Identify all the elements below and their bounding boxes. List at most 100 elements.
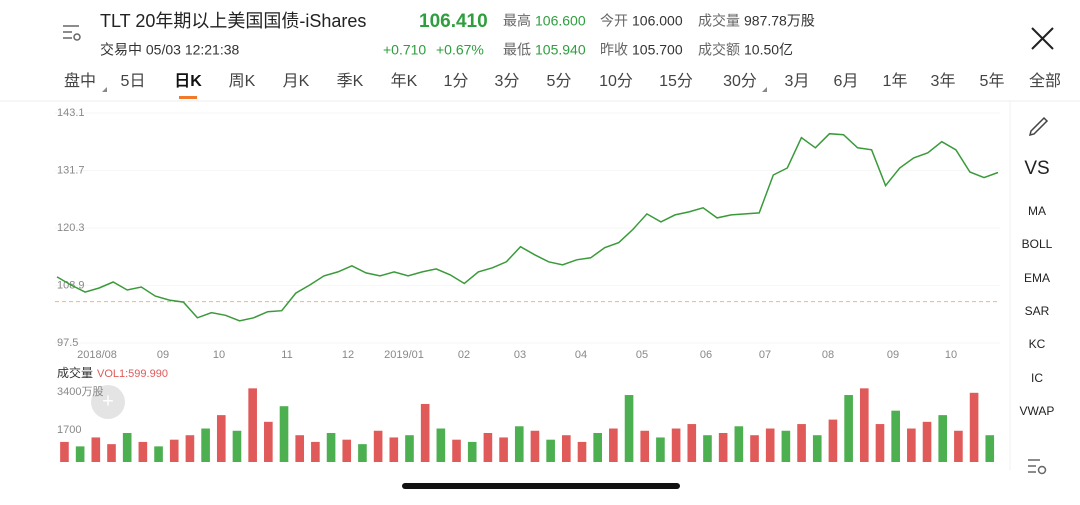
stat-value: 105.940 (535, 42, 586, 58)
tab[interactable]: 3年 (931, 72, 956, 90)
indicator[interactable]: EMA (1024, 271, 1050, 285)
stat-value: 106.000 (632, 13, 683, 29)
volume-bar (593, 432, 602, 462)
tab[interactable]: 盘中 (64, 71, 96, 90)
add-button[interactable] (91, 385, 125, 419)
tab[interactable]: 3月 (785, 73, 810, 90)
volume-bar (169, 439, 179, 462)
volume-bar (624, 395, 634, 462)
y-tick-label: 131.7 (57, 164, 85, 176)
tab[interactable]: 年K (391, 72, 418, 90)
volume-bar (562, 435, 571, 462)
tab[interactable]: 全部 (1029, 72, 1061, 90)
tab[interactable]: 10分 (599, 72, 633, 90)
stat-label: 成交量 (698, 13, 740, 29)
volume-bar (546, 439, 555, 462)
tab-dropdown (102, 87, 107, 92)
settings-icon[interactable] (1028, 459, 1047, 475)
stat-label: 最低 (503, 42, 531, 58)
edit-icon[interactable] (1028, 116, 1049, 137)
stat-label: 昨收 (600, 42, 628, 58)
tab[interactable]: 3分 (495, 72, 520, 90)
volume-bar (405, 435, 414, 462)
x-tick-label: 11 (281, 349, 292, 361)
x-tick-label: 10 (213, 349, 225, 361)
tab[interactable]: 30分 (723, 72, 757, 90)
volume-bar (907, 428, 916, 462)
price: 106.410 (419, 11, 488, 32)
stat-label: 今开 (600, 13, 628, 29)
close-button[interactable] (1031, 27, 1054, 50)
volume-bar (530, 430, 540, 462)
tab[interactable]: 5分 (547, 72, 572, 90)
x-tick-label: 04 (575, 349, 587, 361)
volume-bar (122, 432, 132, 462)
add-icon: + (102, 390, 114, 412)
indicator[interactable]: MA (1028, 204, 1046, 218)
x-tick-label: 06 (700, 349, 712, 361)
volume-bar (687, 424, 697, 462)
volume-bar (875, 424, 885, 462)
indicator[interactable]: IC (1031, 371, 1043, 385)
volume-bar (938, 415, 948, 462)
volume-bar (734, 426, 744, 462)
volume-bar (985, 435, 995, 462)
x-tick-label: 08 (822, 349, 834, 361)
x-tick-label: 07 (759, 349, 771, 361)
tab[interactable]: 日K (174, 72, 202, 90)
tab[interactable]: 1年 (883, 72, 908, 90)
y-tick-label: 143.1 (57, 107, 85, 119)
status: 交易中 05/03 12:21:38 (100, 42, 240, 58)
x-tick-label: 10 (945, 349, 957, 361)
volume-bar (797, 424, 806, 462)
volume-bar (373, 430, 383, 462)
indicator[interactable]: VWAP (1020, 404, 1055, 418)
volume-bar (954, 430, 963, 462)
tab[interactable]: 5年 (980, 72, 1005, 90)
indicator[interactable]: VS (1024, 158, 1049, 179)
indicator[interactable]: KC (1029, 337, 1046, 351)
tab[interactable]: 5日 (121, 73, 146, 90)
tab[interactable]: 季K (337, 72, 364, 90)
volume-bar (436, 428, 446, 462)
y-tick-label: 97.5 (57, 337, 78, 349)
tab[interactable]: 月K (283, 73, 310, 90)
tab[interactable]: 15分 (659, 72, 693, 90)
tab-underline (179, 96, 197, 99)
volume-subtitle: VOL1:599.990 (97, 368, 168, 380)
x-tick-label: 12 (342, 349, 354, 361)
x-tick-label: 02 (458, 349, 470, 361)
volume-bar (311, 441, 320, 462)
y-tick-label: 1700 (57, 424, 81, 436)
indicator[interactable]: BOLL (1022, 237, 1053, 251)
tab[interactable]: 6月 (834, 73, 859, 90)
volume-bar (656, 437, 665, 462)
x-tick-label: 05 (636, 349, 648, 361)
volume-bar (358, 444, 367, 462)
stock-title: TLT 20年期以上美国国债-iShares (100, 11, 366, 31)
menu-icon[interactable] (63, 25, 81, 41)
volume-bar (279, 406, 289, 462)
stat-label: 成交额 (698, 42, 740, 58)
y-tick-label: 3400万股 (57, 385, 103, 398)
volume-bar (514, 426, 524, 462)
volume-bar (750, 435, 759, 462)
volume-bar (107, 444, 116, 462)
volume-bar (185, 435, 195, 462)
volume-bar (640, 430, 650, 462)
volume-bar (483, 432, 493, 462)
volume-title: 成交量 (57, 365, 93, 380)
volume-bar (718, 432, 728, 462)
volume-bar (609, 428, 618, 462)
volume-bar (138, 441, 148, 462)
tab[interactable]: 1分 (444, 72, 469, 90)
x-tick-label: 2019/01 (384, 349, 424, 361)
volume-bar (969, 392, 979, 462)
x-tick-label: 03 (514, 349, 526, 361)
indicator[interactable]: SAR (1025, 304, 1050, 318)
volume-bar (91, 437, 101, 462)
stat-value: 10.50亿 (744, 42, 793, 58)
volume-bar (264, 421, 273, 462)
tab[interactable]: 周K (229, 73, 256, 90)
